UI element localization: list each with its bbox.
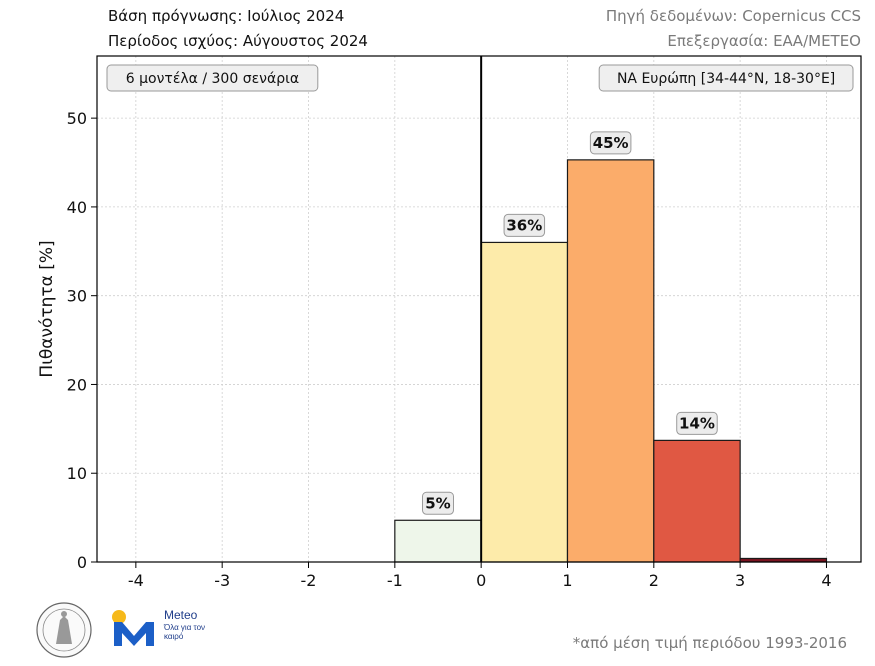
y-tick-label: 40 bbox=[67, 198, 87, 217]
meteo-logo-icon bbox=[112, 610, 154, 646]
logos: Meteo Όλα για τον καιρό bbox=[34, 600, 234, 662]
academy-seal-icon bbox=[36, 602, 92, 658]
probability-histogram: 5%36%45%14%-4-3-2-10123401020304050Απόκλ… bbox=[37, 55, 862, 600]
plot-frame bbox=[96, 55, 862, 563]
bar-label-box bbox=[676, 411, 718, 435]
bar-label-box bbox=[589, 131, 632, 155]
histogram-bar bbox=[653, 439, 741, 563]
annotation-region: ΝΑ Ευρώπη [34-44°N, 18-30°E] bbox=[617, 71, 835, 87]
annotation-region-box bbox=[598, 64, 854, 92]
footnote: *από μέση τιμή περιόδου 1993-2016 bbox=[572, 634, 847, 652]
y-axis-label: Πιθανότητα [%] bbox=[37, 240, 57, 377]
x-axis-label: Απόκλιση* θερμοκρασίας στα 2μ [°C] bbox=[290, 599, 609, 600]
meteo-brand-name: Meteo bbox=[164, 608, 198, 622]
bar-label-box bbox=[503, 213, 546, 237]
x-tick-label: -4 bbox=[128, 571, 144, 590]
bar-value-label: 36% bbox=[506, 216, 542, 234]
bar-value-label: 45% bbox=[593, 134, 629, 152]
annotation-models-box bbox=[106, 64, 319, 92]
forecast-base-label: Βάση πρόγνωσης: Ιούλιος 2024 bbox=[108, 7, 345, 25]
x-tick-label: 0 bbox=[476, 571, 486, 590]
meteo-tagline: Όλα για τον καιρό bbox=[164, 623, 206, 641]
histogram-bar bbox=[394, 519, 482, 563]
x-tick-label: -1 bbox=[387, 571, 403, 590]
annotation-models: 6 μοντέλα / 300 σενάρια bbox=[126, 71, 299, 87]
processing-label: Επεξεργασία: ΕΑΑ/METEO bbox=[667, 32, 861, 50]
bar-value-label: 14% bbox=[679, 414, 715, 432]
x-tick-label: 1 bbox=[562, 571, 572, 590]
y-tick-label: 50 bbox=[67, 109, 87, 128]
x-tick-label: -2 bbox=[301, 571, 317, 590]
validity-period-label: Περίοδος ισχύος: Αύγουστος 2024 bbox=[108, 32, 368, 50]
y-tick-label: 30 bbox=[67, 287, 87, 306]
bar-label-box bbox=[421, 491, 454, 515]
y-tick-label: 10 bbox=[67, 464, 87, 483]
y-tick-label: 0 bbox=[77, 553, 87, 572]
bar-value-label: 5% bbox=[425, 494, 450, 512]
y-tick-label: 20 bbox=[67, 375, 87, 394]
x-tick-label: 2 bbox=[649, 571, 659, 590]
histogram-bar bbox=[480, 241, 569, 563]
x-tick-label: -3 bbox=[214, 571, 230, 590]
histogram-bar bbox=[566, 159, 655, 563]
x-tick-label: 4 bbox=[821, 571, 831, 590]
x-tick-label: 3 bbox=[735, 571, 745, 590]
data-source-label: Πηγή δεδομένων: Copernicus CCS bbox=[605, 7, 861, 25]
